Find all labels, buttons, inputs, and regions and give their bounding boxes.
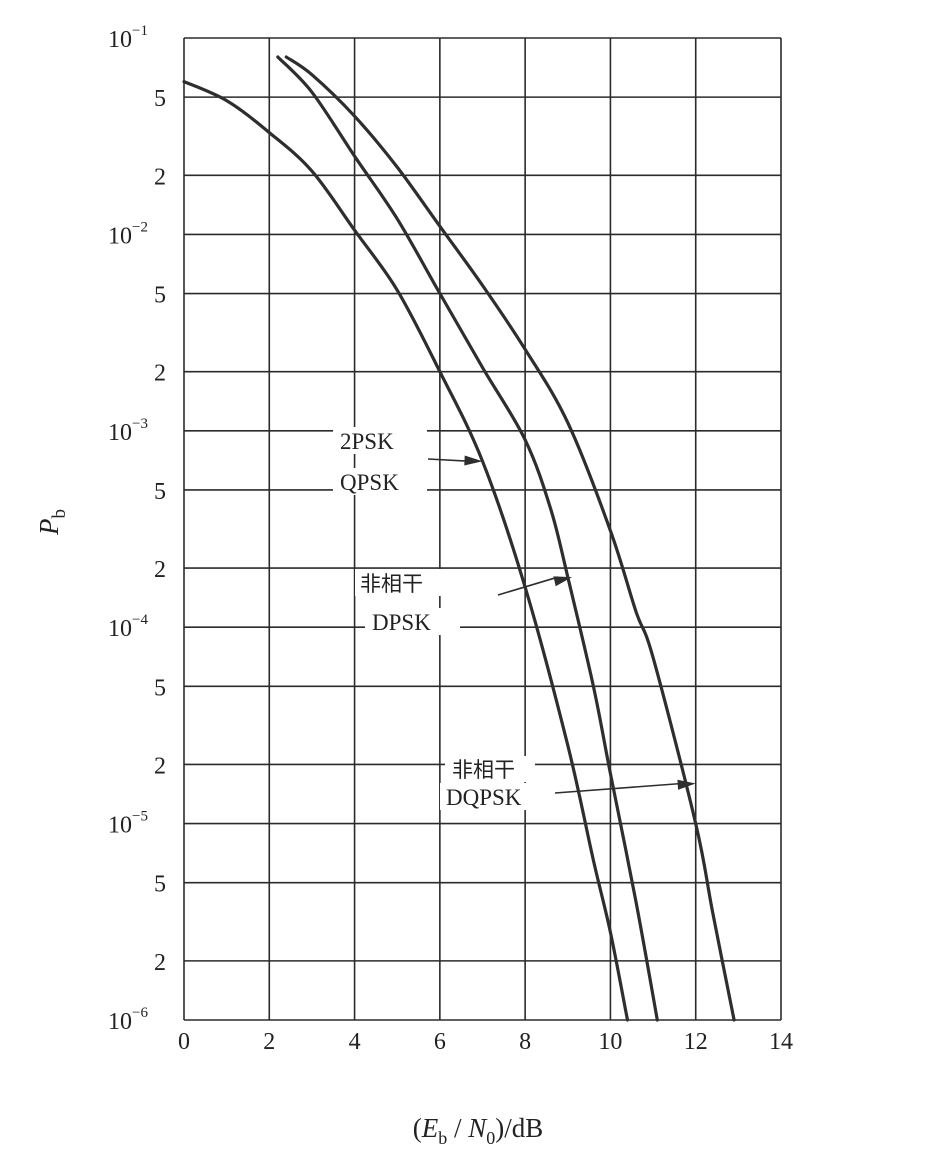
x-axis-title-e-sub: b xyxy=(438,1128,447,1148)
annotation-label-noncoherent: 非相干 xyxy=(360,572,423,596)
annotation-label-dpsk: DPSK xyxy=(372,610,431,635)
x-axis-title-n: N xyxy=(467,1113,488,1143)
annotation-arrowhead xyxy=(464,455,483,466)
y-tick-label: 10−3 xyxy=(108,416,148,446)
x-tick-label: 14 xyxy=(769,1029,793,1055)
y-tick-label: 10−5 xyxy=(108,809,148,839)
annotation-label-noncoherent: 非相干 xyxy=(452,758,515,782)
y-tick-label: 5 xyxy=(154,283,166,309)
x-tick-label: 6 xyxy=(434,1029,446,1055)
y-tick-label: 2 xyxy=(154,753,166,779)
y-tick-label: 10−1 xyxy=(108,23,148,53)
annotation-label-2psk: 2PSK xyxy=(340,429,394,454)
annotation-label-qpsk: QPSK xyxy=(340,470,399,495)
y-tick-label: 2 xyxy=(154,950,166,976)
x-axis-title: (Eb / N0)/dB xyxy=(413,1113,544,1148)
y-tick-label: 10−4 xyxy=(108,612,148,642)
x-axis-title-e: E xyxy=(421,1113,439,1143)
annotation-noncoherent-dqpsk: 非相干 DQPSK xyxy=(440,756,696,810)
x-axis-title-open: ( xyxy=(413,1113,422,1143)
x-tick-label: 10 xyxy=(598,1029,622,1055)
x-tick-label: 4 xyxy=(349,1029,361,1055)
annotation-arrow xyxy=(427,458,469,463)
x-axis-title-n-sub: 0 xyxy=(486,1128,495,1148)
y-axis-title-symbol: P xyxy=(34,519,64,537)
series-line-1 xyxy=(182,80,630,1022)
label-mask xyxy=(445,756,535,782)
y-tick-label: 10−6 xyxy=(108,1005,148,1035)
y-tick-label: 10−2 xyxy=(108,219,148,249)
annotation-arrow xyxy=(497,576,559,596)
y-tick-label: 5 xyxy=(154,86,166,112)
annotation-arrow xyxy=(554,782,682,794)
x-axis-title-close: )/dB xyxy=(495,1113,543,1143)
annotation-noncoherent-dpsk: 非相干 DPSK xyxy=(355,569,572,635)
grid-lines xyxy=(183,37,782,1021)
y-axis-title: Pb xyxy=(34,509,70,536)
y-tick-label: 5 xyxy=(154,872,166,898)
x-tick-label: 2 xyxy=(263,1029,275,1055)
label-mask xyxy=(355,569,445,596)
annotation-arrowhead xyxy=(677,779,696,790)
y-tick-label: 2 xyxy=(154,361,166,387)
annotation-label-dqpsk: DQPSK xyxy=(446,785,522,810)
label-mask xyxy=(365,608,460,635)
y-tick-labels: 10−1 5 2 10−2 5 2 10−3 5 2 10−4 5 2 10−5 5 2 10−6 xyxy=(108,23,166,1035)
x-tick-label: 12 xyxy=(684,1029,708,1055)
x-tick-label: 8 xyxy=(519,1029,531,1055)
label-mask xyxy=(333,468,427,495)
y-tick-label: 2 xyxy=(154,557,166,583)
x-axis-title-slash: / xyxy=(447,1113,468,1143)
y-tick-label: 5 xyxy=(154,479,166,505)
x-tick-label: 0 xyxy=(178,1029,190,1055)
label-mask xyxy=(333,427,427,454)
curves xyxy=(182,55,736,1022)
y-tick-label: 5 xyxy=(154,675,166,701)
x-tick-labels: 0 2 4 6 8 10 12 14 xyxy=(178,1029,793,1055)
annotation-arrowhead xyxy=(553,576,572,587)
label-mask xyxy=(440,783,548,810)
series-line-3 xyxy=(284,55,736,1022)
annotation-2psk-qpsk: 2PSK QPSK xyxy=(333,427,483,495)
y-tick-label: 2 xyxy=(154,164,166,190)
y-axis-title-subscript: b xyxy=(49,509,70,519)
series-line-2 xyxy=(276,55,659,1022)
